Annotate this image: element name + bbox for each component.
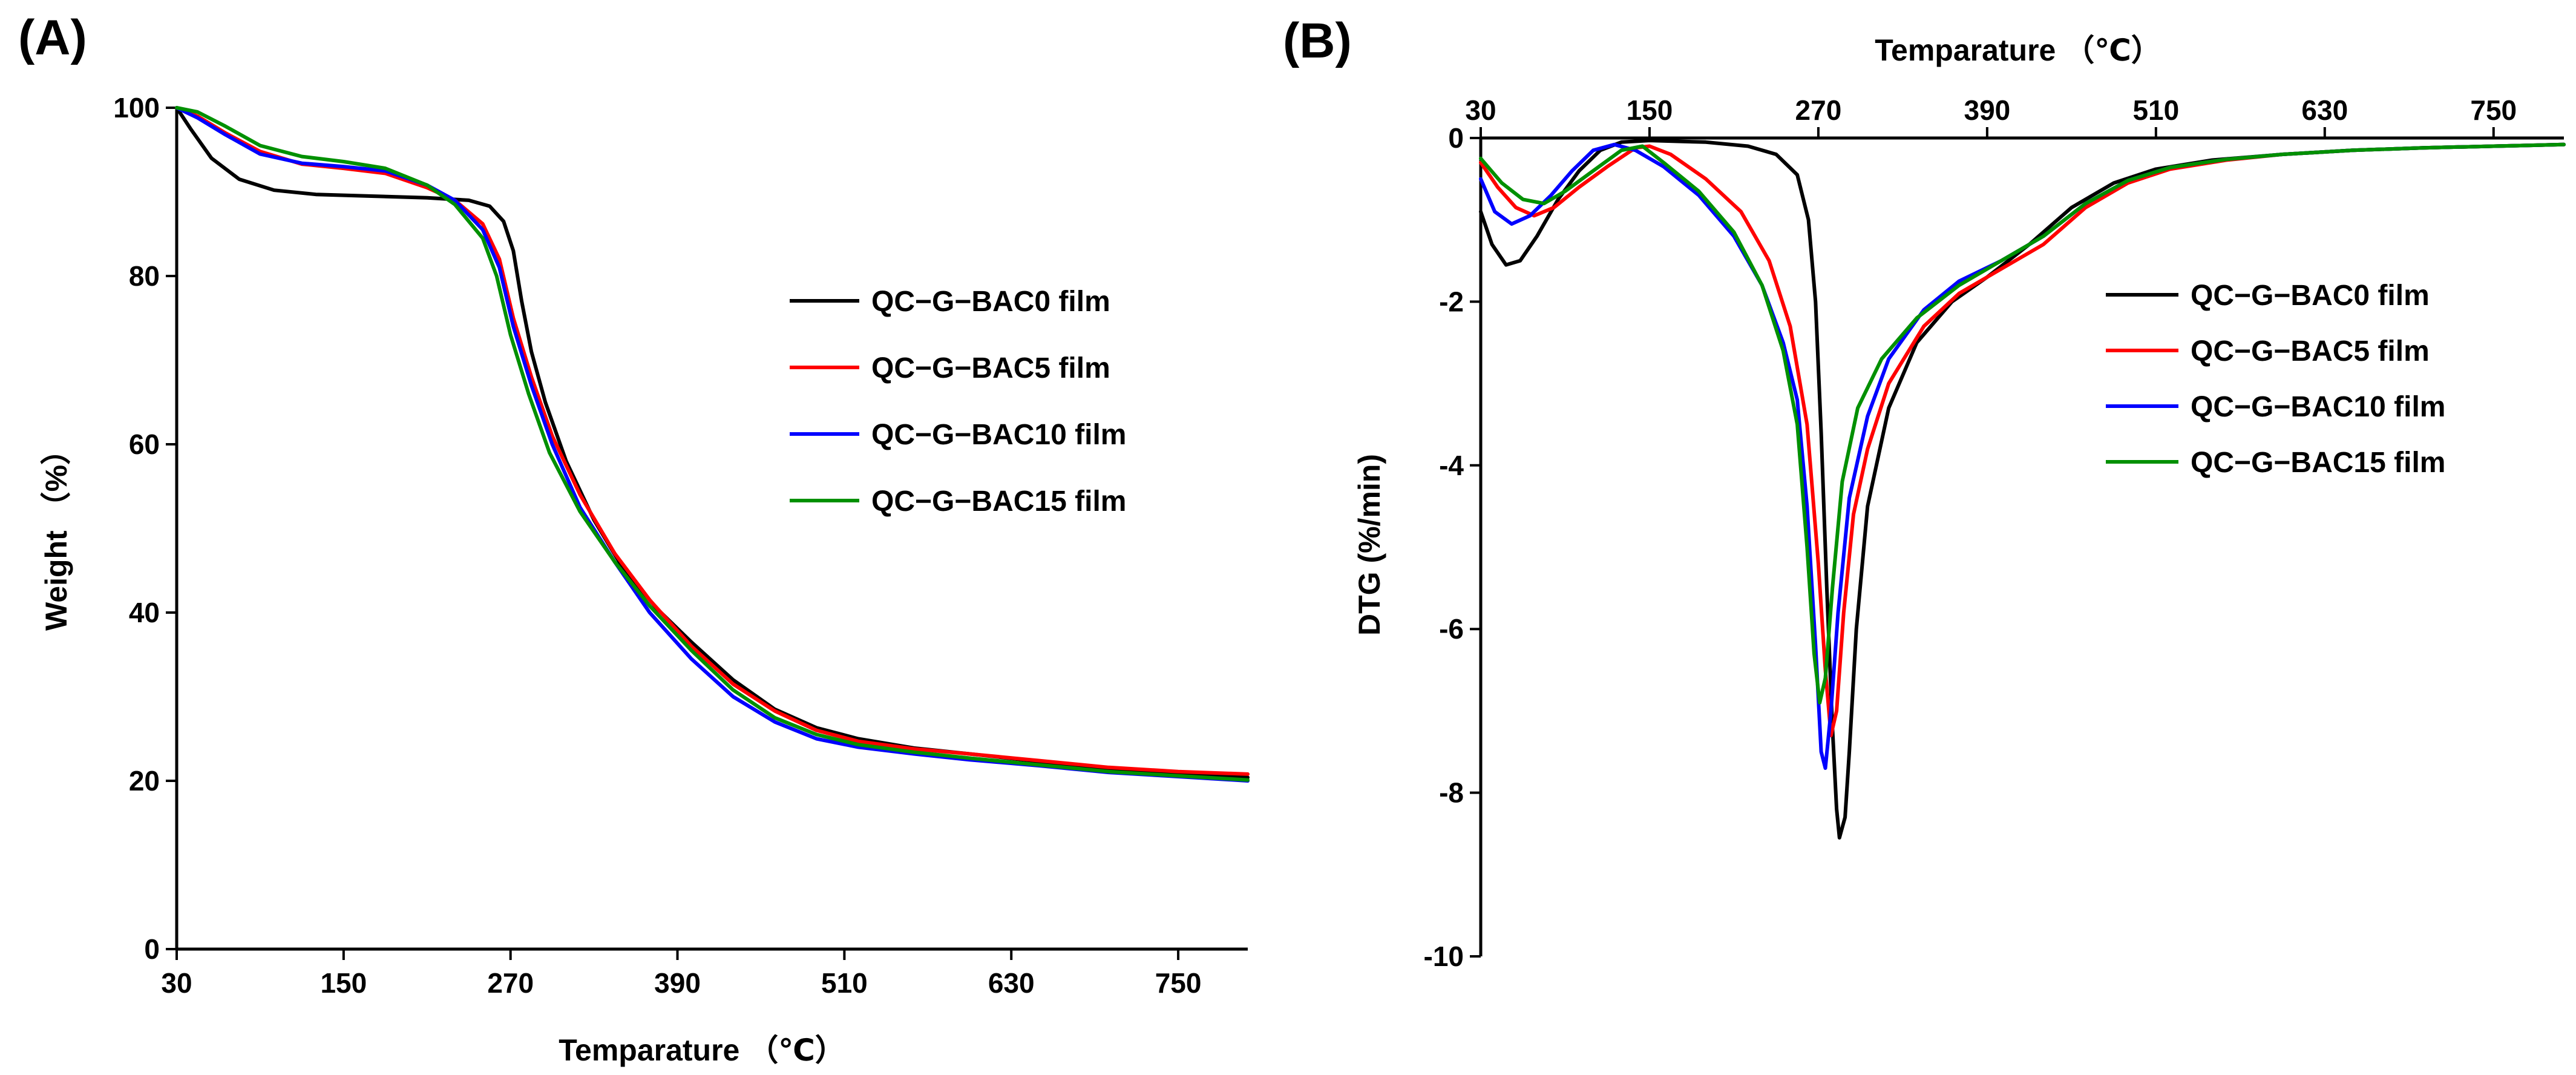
panel-b-legend-label: QC−G−BAC10 film xyxy=(2191,391,2445,423)
panel-b-x-tick-label: 270 xyxy=(1795,94,1842,126)
panel-b-legend-label: QC−G−BAC15 film xyxy=(2191,447,2445,479)
panel-a-y-tick-label: 100 xyxy=(113,92,160,123)
panel-a-x-tick-label: 270 xyxy=(487,967,534,999)
panel-b-x-tick-label: 510 xyxy=(2132,94,2179,126)
panel-b-legend-label: QC−G−BAC5 film xyxy=(2191,335,2430,367)
panel-a-x-tick-label: 750 xyxy=(1155,967,1202,999)
panel-b-y-axis-title: DTG (%/min) xyxy=(1352,454,1386,636)
panel-b-x-tick-label: 30 xyxy=(1465,94,1496,126)
panel-a-legend-label: QC−G−BAC15 film xyxy=(871,485,1126,518)
panel-a-legend-label: QC−G−BAC0 film xyxy=(871,286,1110,318)
panel-b-series-line-3 xyxy=(1479,142,2566,705)
panel-b-y-tick-label: -4 xyxy=(1439,450,1464,481)
panel-a-y-tick-label: 80 xyxy=(129,260,160,292)
panel-b-x-axis-title: Temparature （℃） xyxy=(1875,33,2161,67)
panel-a-y-tick-label: 40 xyxy=(129,597,160,628)
panel-a-y-tick-label: 60 xyxy=(129,429,160,460)
panel-b-y-tick-label: -2 xyxy=(1439,286,1464,317)
panel-b-x-tick-label: 750 xyxy=(2470,94,2517,126)
panel-a-x-tick-label: 30 xyxy=(161,967,192,999)
panel-b-series-line-0 xyxy=(1479,139,2566,840)
panel-b-x-tick-label: 630 xyxy=(2301,94,2348,126)
panel-a-x-tick-label: 630 xyxy=(988,967,1035,999)
panel-b-x-tick-label: 150 xyxy=(1627,94,1673,126)
panel-b-x-tick-label: 390 xyxy=(1964,94,2011,126)
panel-a-series-line-3 xyxy=(175,106,1250,782)
panel-a-label: (A) xyxy=(18,10,87,65)
panel-a-y-axis-title: Weight （%） xyxy=(39,435,73,631)
panel-b-y-tick-label: 0 xyxy=(1448,122,1464,154)
panel-a-y-tick-label: 20 xyxy=(129,765,160,797)
panel-b-y-tick-label: -6 xyxy=(1439,613,1464,645)
panel-b-y-tick-label: -10 xyxy=(1424,941,1464,972)
panel-a-x-axis-title: Temparature （℃） xyxy=(559,1033,845,1067)
panel-a-legend-label: QC−G−BAC10 film xyxy=(871,419,1126,451)
panel-b-y-tick-label: -8 xyxy=(1439,777,1464,809)
panel-b-legend-label: QC−G−BAC0 film xyxy=(2191,280,2430,312)
panel-a-x-tick-label: 510 xyxy=(821,967,868,999)
panel-a-weight-chart: (A) Temparature （℃） Weight （%） 0 20 40 60 80… xyxy=(18,10,1250,1067)
panel-a-x-tick-label: 150 xyxy=(320,967,367,999)
panel-a-legend-label: QC−G−BAC5 film xyxy=(871,352,1110,384)
panel-b-label: (B) xyxy=(1283,13,1352,68)
panel-a-x-tick-label: 390 xyxy=(654,967,701,999)
panel-b-dtg-chart: (B) Temparature （℃） DTG (%/min) -10 -8 -6 -… xyxy=(1283,13,2566,972)
panel-a-y-tick-label: 0 xyxy=(144,933,160,965)
